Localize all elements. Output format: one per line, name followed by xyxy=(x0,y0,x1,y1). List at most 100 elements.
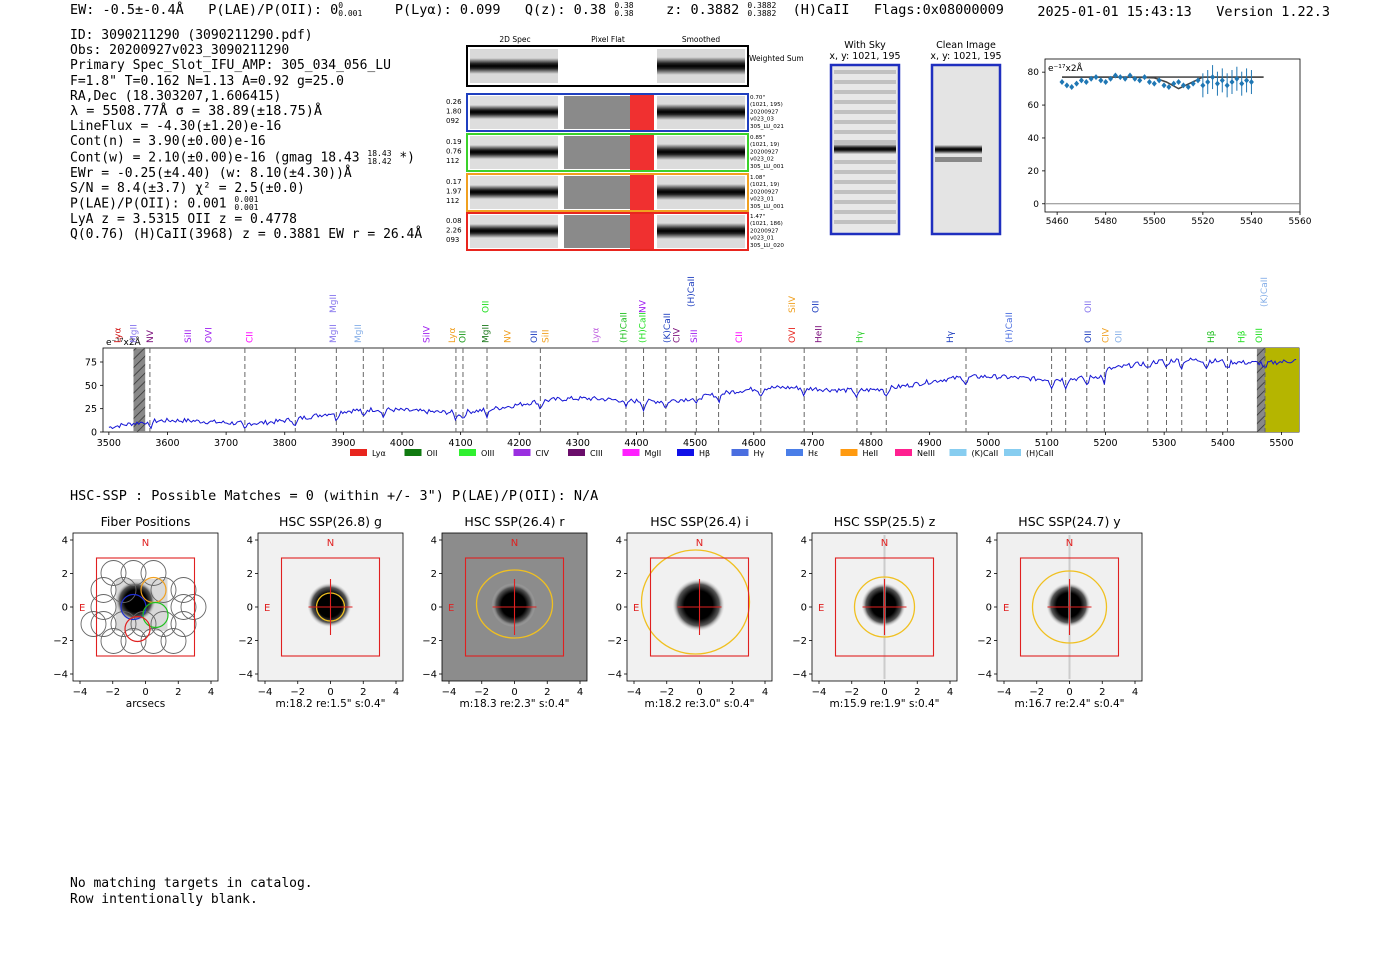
east-label: E xyxy=(79,603,85,614)
hsc-box xyxy=(464,557,565,657)
east-label: E xyxy=(818,603,824,614)
hsc-ytick-label: −2 xyxy=(607,636,622,647)
legend-label: OII xyxy=(427,449,438,458)
sky-stripe xyxy=(834,180,896,184)
spectrum-line-label: MgII xyxy=(329,324,339,343)
legend-label: Hε xyxy=(808,449,818,458)
hsc-ytick-label: −4 xyxy=(238,670,253,681)
hsc-box xyxy=(649,557,750,657)
full-spectrum: e⁻¹⁷x2Å 3500 3600 3700 3800 3900 4000 4100 4200… xyxy=(85,276,1300,458)
clean-image-trace xyxy=(935,145,982,154)
z-sup: 0.3882 xyxy=(747,1,777,10)
hsc-ytick-label: −4 xyxy=(977,670,992,681)
cutout-right-label: 305_LU_001 xyxy=(750,164,784,170)
hsc-xtick-label: −2 xyxy=(1029,687,1044,698)
hsc-aperture-ellipse xyxy=(475,569,554,639)
spectrum-xtick-label: 4200 xyxy=(507,438,531,449)
timestamp-version: 2025-01-01 15:43:13 Version 1.22.3 xyxy=(1037,4,1330,20)
hsc-ytick-label: −4 xyxy=(422,670,437,681)
cutout-2dspec-trace xyxy=(470,145,558,159)
legend-swatch xyxy=(677,449,694,456)
spectrum-line-label: CIV xyxy=(672,327,682,343)
zoom-xtick-label: 5500 xyxy=(1143,217,1166,227)
sky-stripe xyxy=(834,210,896,214)
info-params: F=1.8" T=0.162 N=1.13 A=0.92 g=25.0 xyxy=(70,73,344,89)
hsc-ytick-label: 2 xyxy=(616,569,622,580)
hsc-xtick-label: −2 xyxy=(659,687,674,698)
version: Version 1.22.3 xyxy=(1216,4,1330,20)
hsc-xtick-label: 2 xyxy=(914,687,920,698)
cutout-right-label: (1021, 186) xyxy=(750,221,783,227)
zoom-ytick-label: 60 xyxy=(1028,101,1040,111)
spectrum-line-label: OII xyxy=(811,301,821,313)
cutout-pixelflat-mask xyxy=(630,95,654,130)
zoom-marks xyxy=(1045,65,1300,205)
hsc-panel-title: HSC SSP(25.5) z xyxy=(834,514,936,529)
cutout-left-label: 0.19 xyxy=(446,138,462,146)
footer-line1: No matching targets in catalog. xyxy=(70,876,313,891)
hsc-xtick-label: 2 xyxy=(1099,687,1105,698)
spectrum-line-label: (K)CaII xyxy=(663,313,673,343)
zoom-point xyxy=(1176,79,1182,86)
north-label: N xyxy=(1066,538,1073,549)
hsc-ytick-label: 2 xyxy=(62,569,68,580)
hsc-title: HSC-SSP : Possible Matches = 0 (within +… xyxy=(70,488,599,504)
hsc-xtick-label: −2 xyxy=(844,687,859,698)
spectrum-line-label: (H)CaII xyxy=(620,312,630,343)
north-label: N xyxy=(142,538,149,549)
hsc-ytick-label: 4 xyxy=(616,536,622,547)
zoom-point xyxy=(1112,72,1118,79)
sky-stripe xyxy=(834,170,896,174)
legend-label: CIII xyxy=(590,449,603,458)
info-plae: P(LAE)/P(OII): 0.001 0.001 0.001 xyxy=(70,196,422,212)
info-plae-sup: 0.001 xyxy=(234,195,259,205)
east-label: E xyxy=(448,603,454,614)
sky-stripe xyxy=(834,100,896,104)
sky-stripe xyxy=(834,200,896,204)
spectrum-ticks: 3500 3600 3700 3800 3900 4000 4100 4200 4300 4400… xyxy=(85,358,1294,450)
hsc-ytick-label: 0 xyxy=(62,603,68,614)
legend-label: Lyα xyxy=(372,449,386,458)
zoom-point xyxy=(1078,77,1084,84)
detection-info: ID: 3090211290 (3090211290.pdf) Obs: 202… xyxy=(70,28,422,242)
spectrum-xtick-label: 4400 xyxy=(624,438,648,449)
sky-stripe xyxy=(834,190,896,194)
spectrum-line-label: OII xyxy=(481,301,491,313)
cutout-right-label: 20200927 xyxy=(750,109,779,115)
fiber-circle xyxy=(80,611,107,637)
hsc-panel-title: HSC SSP(26.8) g xyxy=(279,514,382,529)
hsc-xtick-label: −2 xyxy=(105,687,120,698)
plae-sub: 0.001 xyxy=(338,9,363,18)
east-label: E xyxy=(1003,603,1009,614)
with-sky-stripes xyxy=(834,70,896,224)
spectrum-line-label: NV xyxy=(638,299,648,313)
spectrum-line-label: Hβ xyxy=(1238,330,1248,343)
fiber-circle-red xyxy=(124,615,151,643)
spectrum-line-label: CII xyxy=(246,331,256,343)
info-lya: LyA z = 3.5315 OII z = 0.4778 xyxy=(70,212,297,228)
spectrum-xtick-label: 4000 xyxy=(390,438,414,449)
weighted-sum-text: Weighted Sum xyxy=(749,54,804,63)
hsc-xtick-label: 2 xyxy=(175,687,181,698)
zoom-point xyxy=(1069,83,1075,90)
spectrum-line-label: SiII xyxy=(690,329,700,343)
hsc-ytick-label: −4 xyxy=(607,670,622,681)
zoom-ticks: 5460 5480 5500 5520 5540 5560 0 20 40 60 80 xyxy=(1028,68,1312,227)
zoom-point xyxy=(1224,82,1230,89)
legend-swatch xyxy=(459,449,476,456)
hsc-ytick-label: 2 xyxy=(801,569,807,580)
zoom-point xyxy=(1093,74,1099,81)
hsc-box xyxy=(834,557,935,657)
fiber-circle xyxy=(140,560,167,586)
spectrum-line-label: MgII xyxy=(354,324,364,343)
hsc-xtick-label: 0 xyxy=(327,687,333,698)
hsc-ytick-label: −2 xyxy=(977,636,992,647)
zoom-point xyxy=(1088,75,1094,82)
zoom-plot-frame xyxy=(1044,58,1301,213)
clean-image-coords: x, y: 1021, 195 xyxy=(930,51,1001,62)
zoom-ylabel: e⁻¹⁷x2Å xyxy=(1048,62,1084,74)
legend-swatch xyxy=(731,449,749,456)
cutout-pixelflat-mask xyxy=(630,175,654,210)
